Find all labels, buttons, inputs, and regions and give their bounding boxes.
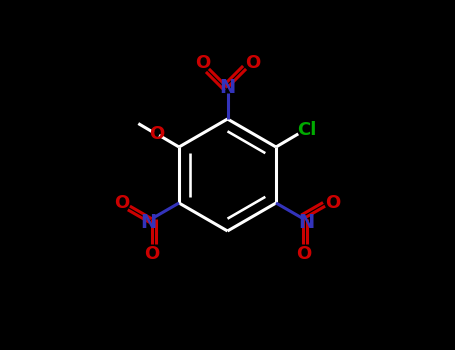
Text: O: O xyxy=(144,245,159,263)
Text: O: O xyxy=(245,54,260,72)
Text: N: N xyxy=(219,78,236,97)
Text: O: O xyxy=(115,194,130,212)
Text: O: O xyxy=(195,54,210,72)
Text: N: N xyxy=(298,213,315,232)
Text: O: O xyxy=(296,245,311,263)
Text: N: N xyxy=(140,213,157,232)
Text: Cl: Cl xyxy=(297,121,317,139)
Text: O: O xyxy=(325,194,340,212)
Text: O: O xyxy=(149,125,164,143)
